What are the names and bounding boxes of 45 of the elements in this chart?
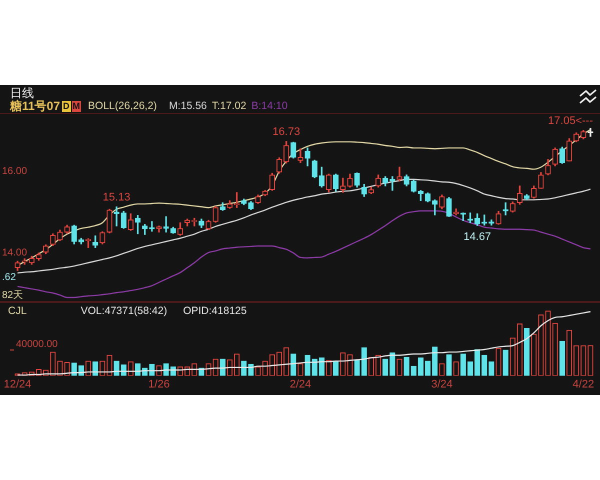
bar: [432, 346, 438, 376]
bar: [488, 361, 494, 376]
chart-subtitle: 糖11号07: [10, 99, 60, 113]
text: CJL: [8, 305, 27, 317]
bar: [333, 360, 339, 376]
bar: [482, 354, 488, 376]
text: T:17.02: [212, 100, 246, 112]
bar: [524, 328, 530, 376]
x-tick-label: 4/22: [572, 378, 594, 390]
text: B:14:10: [251, 100, 288, 112]
y-tick-label: 16.00: [2, 166, 28, 177]
y-tick-label: 40000.00: [16, 338, 58, 350]
bar: [404, 356, 410, 376]
chart-title: 日线: [10, 86, 34, 100]
bar: [559, 340, 565, 376]
candlestick: [396, 166, 402, 182]
bar: [446, 354, 452, 376]
bar: [304, 354, 310, 376]
annotation: 15.13: [102, 191, 130, 204]
bar: [361, 347, 367, 376]
text: M:15.56: [168, 100, 207, 112]
bar: [502, 350, 508, 376]
annotation: 17.05<---: [548, 115, 593, 127]
bar: [290, 354, 296, 376]
bar: [248, 364, 254, 376]
bar: [410, 366, 416, 376]
annotation: 16.73: [272, 126, 300, 138]
x-tick-label: 12/24: [4, 378, 32, 390]
text: D: [62, 100, 71, 112]
bar: [460, 354, 466, 376]
y-tick-label: 14.00: [2, 248, 28, 259]
x-tick-label: 1/26: [148, 378, 170, 390]
bar: [382, 358, 388, 376]
annotation: VOL:47371(58:42): [80, 305, 168, 317]
x-tick-label: 3/24: [431, 378, 453, 390]
annotation: 82天: [2, 290, 24, 301]
bar: [114, 360, 120, 376]
bar: [354, 359, 360, 376]
annotation: .62: [2, 272, 16, 283]
x-tick-label: 2/24: [290, 378, 312, 390]
text: M: [72, 100, 82, 112]
annotation: OPID:418125: [183, 305, 247, 317]
annotation: 14.67: [464, 231, 492, 244]
legend-title: BOLL(26,26,2): [88, 100, 157, 112]
bar: [163, 363, 169, 376]
